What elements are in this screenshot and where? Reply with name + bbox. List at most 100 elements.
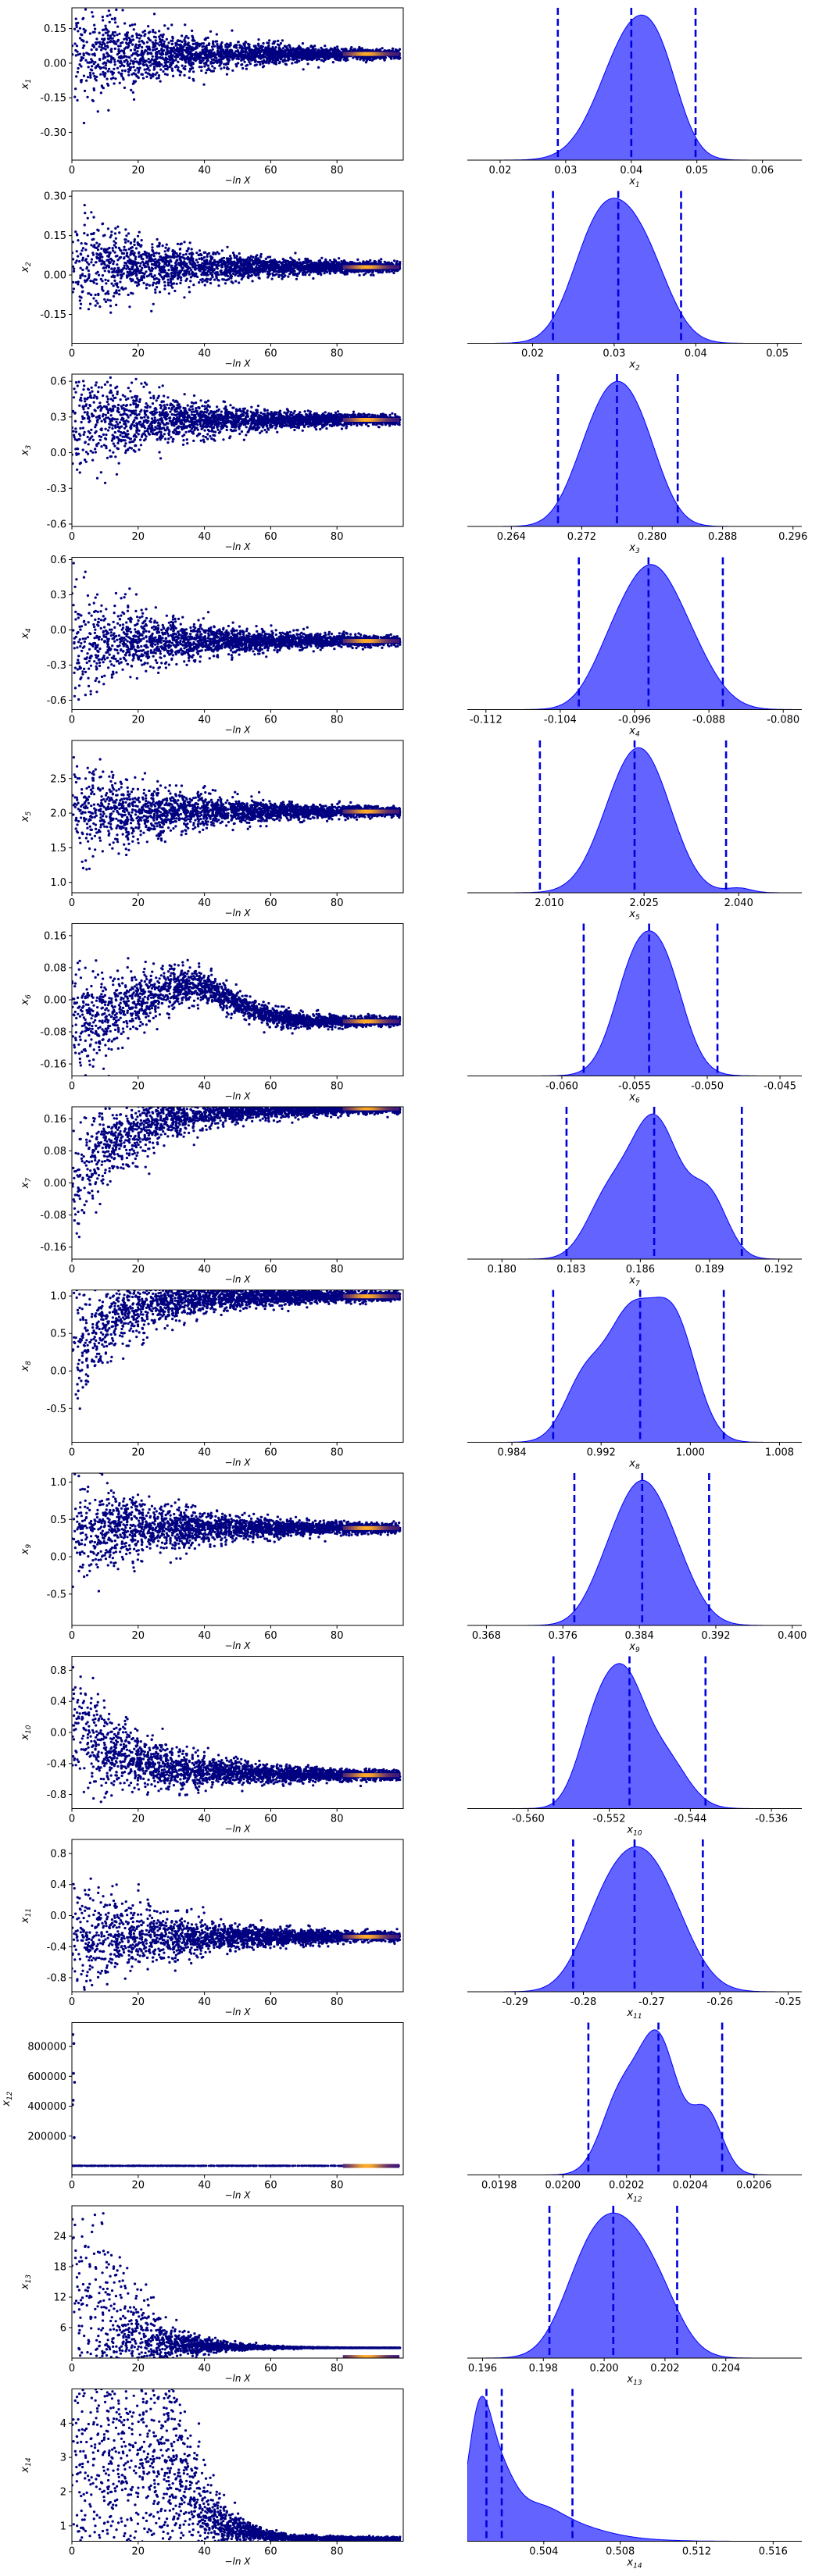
trace-hot-point [381,265,384,269]
svg-text:0.296: 0.296 [778,531,807,543]
svg-text:-0.27: -0.27 [638,1996,665,2008]
trace-hot-point [352,2164,356,2168]
trace-hot-point [383,1107,386,1111]
trace-hot-point [353,1773,356,1778]
trace-hot-point [349,1773,352,1778]
svg-text:2.010: 2.010 [535,897,563,909]
svg-text:0.30: 0.30 [44,191,66,203]
density-xtick: 0.196 [468,2358,497,2374]
trace-hot-point [363,52,367,56]
svg-text:0: 0 [69,897,75,909]
trace-ylabel: x6 [20,994,33,1006]
density-xtick: 0.296 [778,526,807,543]
trace-hot-point [387,2355,390,2358]
trace-hot-point [356,1773,359,1778]
svg-text:0.0204: 0.0204 [673,2180,709,2192]
trace-hot-point [356,2164,359,2168]
trace-xtick: 60 [264,1076,277,1093]
trace-hot-point [388,1019,392,1024]
svg-text:4: 4 [60,2418,66,2430]
trace-xlabel: −ln X [224,2190,251,2201]
trace-xtick: 20 [132,2175,145,2192]
trace-xlabel: −ln X [224,908,251,919]
svg-text:80: 80 [331,1447,344,1459]
trace-hot-point [345,418,349,422]
trace-xlabel: −ln X [224,1274,251,1285]
trace-xtick: 0 [69,1442,75,1459]
svg-text:60: 60 [264,2546,277,2558]
trace-hot-point [394,809,397,814]
svg-text:0.06: 0.06 [751,165,774,177]
trace-hot-point [373,1019,376,1024]
trace-hot-point [367,418,370,422]
trace-hot-point [395,2355,399,2358]
density-area [467,564,802,710]
trace-hot-point [397,1773,400,1778]
trace-xlabel: −ln X [224,725,251,736]
trace-xtick: 80 [331,1625,343,1642]
trace-hot-point [352,265,356,269]
trace-hot-point [376,2164,379,2168]
trace-hot-point [365,1107,368,1111]
svg-text:0.0202: 0.0202 [609,2180,645,2192]
trace-hot-point [384,2355,388,2358]
svg-text:0.08: 0.08 [44,962,66,974]
density-panel: -0.29 -0.28 -0.27 -0.26 -0.25 x11 [467,1839,802,2021]
trace-frame [71,1472,404,1626]
trace-hot-point [392,2164,395,2168]
svg-text:80: 80 [331,1081,344,1093]
trace-hot-point [372,52,375,56]
svg-text:0.202: 0.202 [650,2363,679,2374]
trace-hot-point [373,1525,376,1530]
trace-hot-point [376,2355,379,2358]
trace-hot-point [344,2355,347,2358]
svg-text:-0.30: -0.30 [40,127,66,139]
trace-xtick: 40 [198,160,211,177]
trace-hot-point [347,265,350,269]
density-xtick: 0.202 [650,2358,680,2374]
trace-xtick: 0 [69,1992,75,2008]
trace-panel: 0 20 40 60 80 -0.16 -0.08 0.00 0.08 0.16 −ln X x6 [20,923,404,1102]
trace-hot-point [372,1935,375,1939]
trace-hot-point [353,1019,356,1024]
trace-hot-point [360,2355,363,2358]
svg-text:0.0: 0.0 [50,1366,66,1378]
trace-hot-point [372,2164,375,2168]
trace-xtick: 60 [264,1808,277,1825]
trace-ytick: -0.30 [40,127,72,139]
trace-hot-point [392,1773,395,1778]
svg-text:0.368: 0.368 [472,1630,501,1642]
trace-hot-point [355,2164,358,2168]
trace-xtick: 60 [264,1625,277,1642]
trace-hot-point [380,1019,383,1024]
trace-hot-point [372,265,375,269]
svg-text:40: 40 [198,1630,211,1642]
trace-hot-point [363,418,367,422]
trace-panel: 0 20 40 60 80 6 12 18 24 −ln X x13 [20,2205,404,2384]
svg-text:20: 20 [132,1081,145,1093]
svg-text:0.272: 0.272 [567,531,596,543]
svg-text:40: 40 [198,1447,211,1459]
trace-hot-point [392,1107,395,1111]
trace-hot-point [378,52,381,56]
trace-xtick: 40 [198,1808,211,1825]
trace-hot-point [370,639,374,644]
trace-ylabel: x7 [20,1178,33,1190]
trace-hot-point [390,418,393,422]
trace-hot-point [392,52,395,56]
svg-text:0.05: 0.05 [685,165,708,177]
svg-text:80: 80 [331,2180,344,2192]
svg-text:0.04: 0.04 [685,348,707,360]
trace-hot-point [344,52,347,56]
trace-frame [71,2205,404,2359]
svg-text:-0.5: -0.5 [47,1404,66,1415]
trace-hot-point [367,1294,370,1299]
trace-hot-point [351,1019,354,1024]
trace-hot-point [372,418,375,422]
trace-xtick: 40 [198,2175,211,2192]
trace-hot-point [369,1107,372,1111]
trace-ytick: 0.5 [50,1515,72,1526]
svg-text:-0.3: -0.3 [47,660,66,672]
trace-ytick: -0.8 [47,1973,72,1985]
